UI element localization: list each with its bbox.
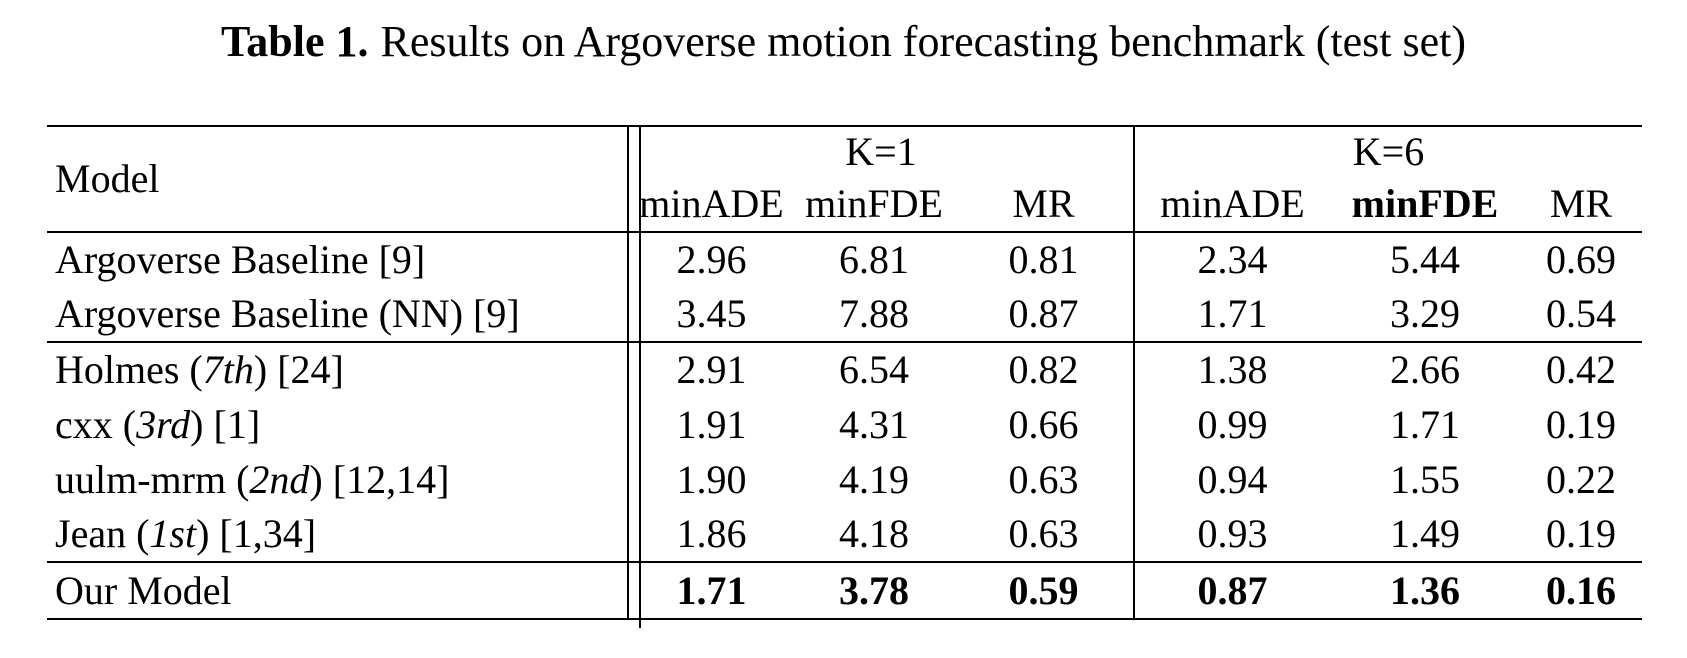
table-row: cxx (3rd) [1] 1.91 4.31 0.66 0.99 1.71 0… [47, 397, 1642, 452]
table-row: Argoverse Baseline [9] 2.96 6.81 0.81 2.… [47, 232, 1642, 287]
metric-value: 0.94 [1197, 456, 1268, 502]
metric-value: 7.88 [839, 291, 909, 336]
model-name: Argoverse Baseline [9] [47, 232, 629, 287]
metric-value: 1.49 [1390, 511, 1460, 556]
double-rule-second-line [639, 125, 641, 628]
model-name: Argoverse Baseline (NN) [9] [47, 287, 629, 342]
metric-value: 1.71 [628, 561, 794, 619]
metric-value: 4.19 [839, 456, 909, 502]
metric-value: 1.86 [676, 511, 747, 556]
metric-value: 2.66 [1330, 341, 1520, 397]
metric-value: 0.54 [1546, 291, 1617, 336]
metric-value: 4.18 [839, 511, 909, 556]
table-caption-label: Table 1. [220, 17, 369, 66]
table-row: uulm-mrm (2nd) [12,14] 1.90 4.19 0.63 0.… [47, 452, 1642, 507]
metric-value: 1.71 [1197, 291, 1268, 336]
metric-value: 1.55 [1390, 456, 1460, 502]
metric-value: 0.19 [1546, 511, 1617, 556]
metric-value: 3.29 [1390, 291, 1460, 336]
metric-value: 0.63 [954, 507, 1135, 562]
metric-value: 0.99 [1197, 401, 1268, 447]
column-header-k6-minfde: minFDE [1330, 176, 1520, 233]
column-header-k6-minade: minADE [1134, 176, 1330, 233]
table-row: Jean (1st) [1,34] 1.86 4.18 0.63 0.93 1.… [47, 507, 1642, 562]
metric-value: 4.31 [839, 401, 909, 447]
metric-value: 0.19 [1546, 401, 1617, 447]
model-name: uulm-mrm (2nd) [12,14] [47, 452, 629, 507]
metric-value: 0.93 [1197, 511, 1268, 556]
metric-value: 0.81 [954, 232, 1135, 287]
metric-value: 3.78 [794, 561, 954, 619]
metric-value: 6.81 [839, 237, 909, 282]
metric-value: 0.87 [954, 287, 1135, 342]
metric-value: 1.36 [1330, 561, 1520, 619]
metric-value: 2.34 [1197, 237, 1268, 282]
table-row-our-model: Our Model 1.71 3.78 0.59 0.87 1.36 0.16 [47, 561, 1643, 619]
model-name: cxx (3rd) [1] [47, 397, 629, 452]
metric-value: 0.63 [954, 452, 1135, 507]
metric-value: 3.45 [676, 291, 747, 336]
model-name: Jean (1st) [1,34] [47, 507, 629, 562]
metric-value: 2.96 [676, 237, 747, 282]
metric-value: 0.69 [1546, 237, 1617, 282]
model-name: Holmes (7th) [24] [47, 341, 629, 397]
metric-value: 0.59 [954, 561, 1135, 619]
metric-value: 0.42 [1520, 341, 1643, 397]
metric-value: 0.82 [954, 341, 1135, 397]
column-header-k1-minade: minADE [628, 176, 794, 233]
table-row: Argoverse Baseline (NN) [9] 3.45 7.88 0.… [47, 287, 1642, 342]
column-header-model: Model [47, 126, 629, 233]
metric-value: 1.90 [676, 456, 747, 502]
metric-value: 2.91 [628, 341, 794, 397]
metric-value: 0.66 [954, 397, 1135, 452]
metric-value: 0.22 [1546, 456, 1617, 502]
group-header-k1: K=1 [628, 126, 1135, 176]
results-table: Model K=1 K=6 minADE minFDE MR minADE mi… [47, 125, 1643, 620]
table-caption: Table 1. Results on Argoverse motion fore… [0, 16, 1687, 69]
column-header-k1-mr: MR [954, 176, 1135, 233]
metric-value: 6.54 [794, 341, 954, 397]
model-name: Our Model [47, 561, 629, 619]
metric-value: 5.44 [1390, 237, 1460, 282]
column-header-k1-minfde: minFDE [794, 176, 954, 233]
group-header-k6: K=6 [1352, 128, 1425, 174]
metric-value: 1.38 [1134, 341, 1330, 397]
metric-value: 1.71 [1390, 401, 1460, 447]
column-header-k6-mr: MR [1520, 176, 1643, 233]
metric-value: 0.16 [1520, 561, 1643, 619]
table-caption-text: Results on Argoverse motion forecasting … [380, 17, 1467, 66]
metric-value: 1.91 [676, 401, 747, 447]
metric-value: 0.87 [1134, 561, 1330, 619]
table-row: Holmes (7th) [24] 2.91 6.54 0.82 1.38 2.… [47, 341, 1643, 397]
